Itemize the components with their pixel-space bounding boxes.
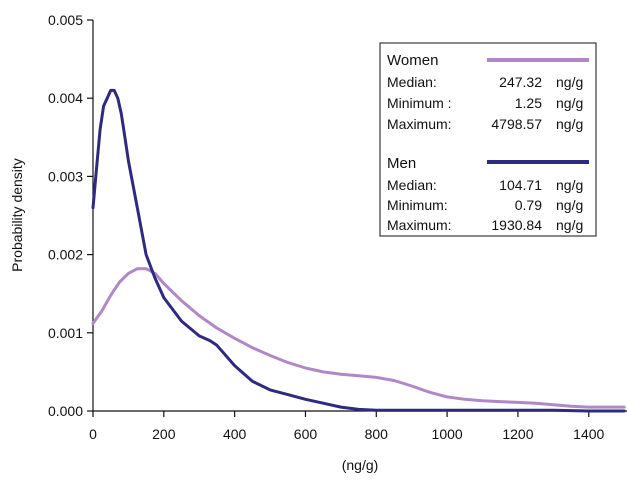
legend-men-max-value: 1930.84 (491, 217, 542, 233)
x-tick-label: 0 (89, 426, 97, 442)
x-tick-label: 1000 (432, 426, 463, 442)
legend-women-max-value: 4798.57 (491, 116, 542, 132)
legend-men-min-label: Minimum: (387, 197, 448, 213)
legend-women-max-label: Maximum: (387, 116, 452, 132)
x-axis-label: (ng/g) (342, 457, 379, 473)
legend-women-min-value: 1.25 (515, 95, 542, 111)
legend-women-min-label: Minimum : (387, 95, 452, 111)
legend-men-median-value: 104.71 (499, 177, 542, 193)
series-line-women (91, 267, 626, 409)
legend-men-max-unit: ng/g (556, 217, 583, 233)
legend-women-median-label: Median: (387, 74, 437, 90)
legend-men-min-unit: ng/g (556, 197, 583, 213)
y-tick-group: 0.000 0.001 0.002 0.003 0.004 0.005 (48, 12, 93, 419)
y-axis-label: Probability density (9, 158, 25, 272)
x-tick-label: 400 (223, 426, 247, 442)
x-tick-label: 200 (152, 426, 176, 442)
legend-men-title: Men (387, 155, 416, 172)
legend-women-min-unit: ng/g (556, 95, 583, 111)
legend-men-median-unit: ng/g (556, 177, 583, 193)
legend-men-max-label: Maximum: (387, 217, 452, 233)
y-tick-label: 0.005 (48, 12, 83, 28)
x-tick-label: 600 (294, 426, 318, 442)
x-tick-label: 800 (365, 426, 389, 442)
legend-women-median-value: 247.32 (499, 74, 542, 90)
x-tick-label: 1200 (502, 426, 533, 442)
y-tick-label: 0.003 (48, 168, 83, 184)
legend-women-median-unit: ng/g (556, 74, 583, 90)
y-tick-label: 0.004 (48, 90, 83, 106)
y-tick-label: 0.000 (48, 403, 83, 419)
legend-women-title: Women (387, 52, 438, 69)
y-tick-label: 0.002 (48, 247, 83, 263)
legend-men-median-label: Median: (387, 177, 437, 193)
legend-men-min-value: 0.79 (515, 197, 542, 213)
legend-women-max-unit: ng/g (556, 116, 583, 132)
y-tick-label: 0.001 (48, 325, 83, 341)
legend: Women Median: 247.32 ng/g Minimum : 1.25… (379, 42, 597, 237)
x-tick-group: 0 200 400 600 800 1000 1200 1400 (89, 411, 605, 442)
series-line-men (91, 88, 626, 413)
series-layer (91, 88, 626, 413)
x-tick-label: 1400 (573, 426, 604, 442)
legend-box (379, 42, 597, 237)
